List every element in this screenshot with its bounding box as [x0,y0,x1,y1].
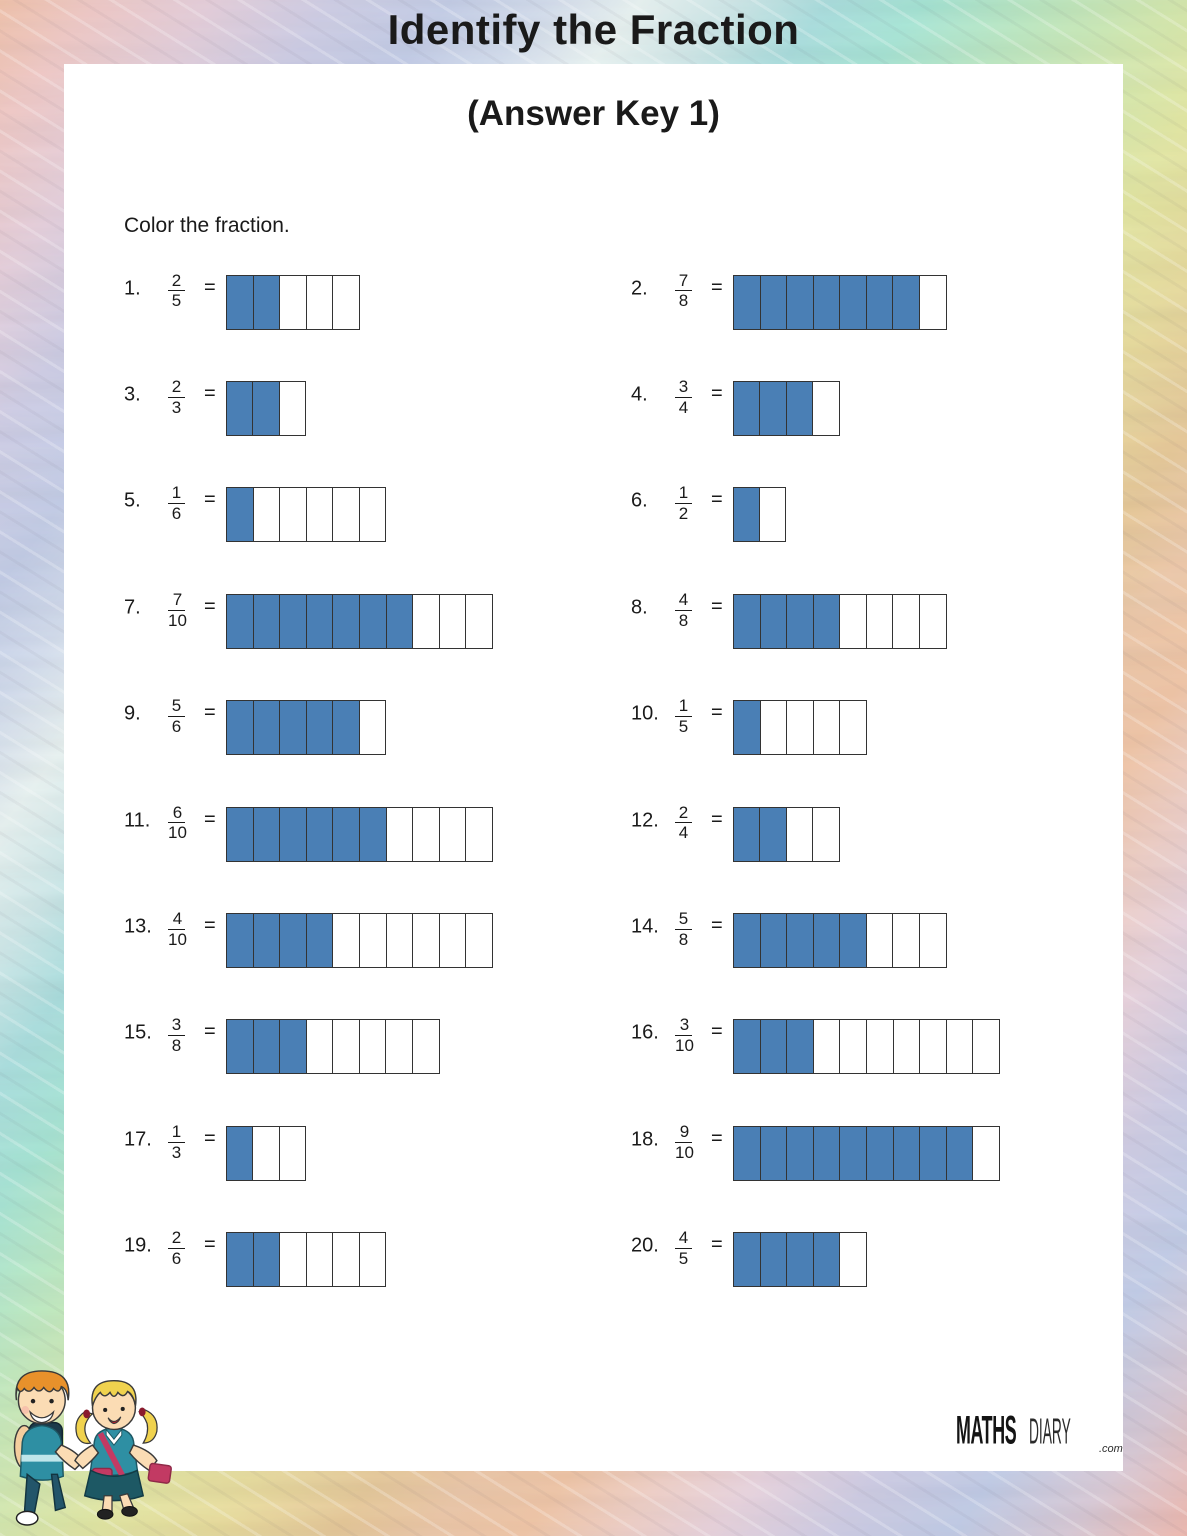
svg-text:DIARY: DIARY [1029,1411,1071,1452]
svg-text:MATHS: MATHS [956,1409,1016,1453]
svg-text:.com: .com [1099,1443,1123,1455]
